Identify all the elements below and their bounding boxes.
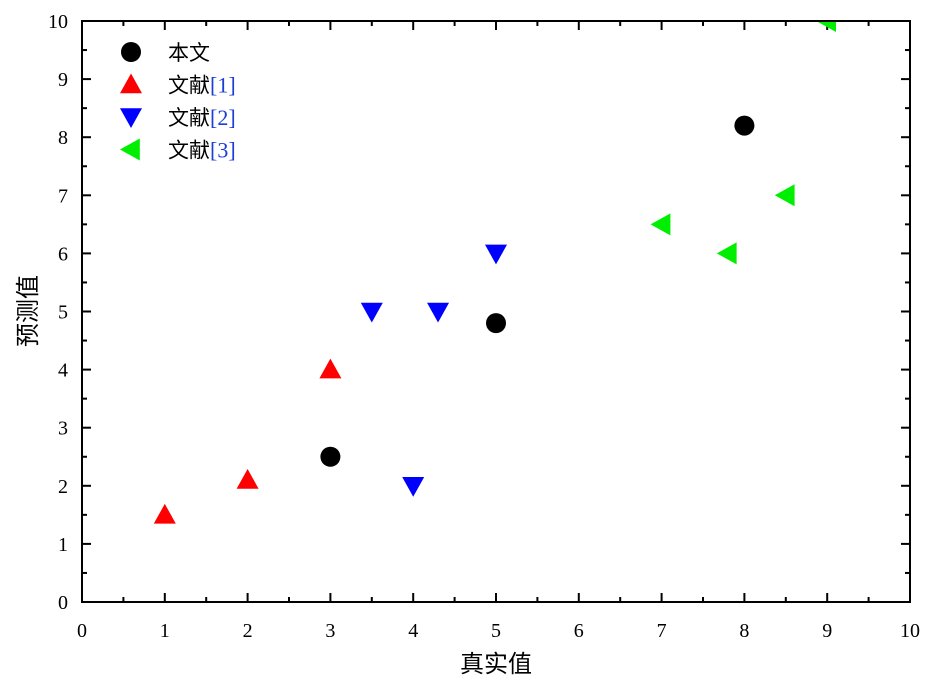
x-tick-label: 9 bbox=[822, 620, 832, 642]
x-tick-label: 7 bbox=[657, 620, 667, 642]
y-tick-label: 1 bbox=[58, 534, 68, 556]
data-points bbox=[153, 21, 836, 524]
data-point bbox=[774, 184, 795, 207]
data-point bbox=[486, 313, 506, 334]
legend-marker bbox=[121, 42, 141, 62]
x-tick-label: 2 bbox=[243, 620, 253, 642]
y-tick-label: 10 bbox=[48, 11, 68, 33]
data-point bbox=[716, 242, 737, 265]
data-point bbox=[320, 446, 341, 467]
y-tick-label: 4 bbox=[58, 360, 68, 382]
legend-label: 文献[2] bbox=[168, 105, 236, 130]
legend-label: 本文 bbox=[168, 41, 210, 65]
y-tick-label: 2 bbox=[58, 476, 68, 498]
y-tick-label: 0 bbox=[58, 592, 68, 614]
x-tick-label: 1 bbox=[160, 620, 170, 642]
legend-marker bbox=[120, 73, 142, 94]
y-tick-label: 8 bbox=[58, 127, 68, 149]
x-axis-title: 真实值 bbox=[460, 650, 532, 678]
data-point bbox=[734, 115, 755, 136]
legend-marker bbox=[120, 138, 140, 161]
y-tick-label: 3 bbox=[58, 418, 68, 440]
legend-marker bbox=[120, 108, 142, 128]
data-point bbox=[236, 468, 259, 489]
legend-label: 文献[3] bbox=[168, 138, 236, 163]
data-point bbox=[153, 503, 176, 524]
y-axis-title: 预测值 bbox=[14, 275, 42, 347]
data-point bbox=[816, 21, 836, 32]
data-point bbox=[402, 477, 425, 497]
legend-label: 文献[1] bbox=[168, 73, 236, 98]
tick-labels: 0 1 2 3 4 5 6 7 8 9 10 0 1 2 3 4 5 6 7 8 9 10 bbox=[48, 11, 920, 642]
x-tick-label: 8 bbox=[739, 620, 749, 642]
y-tick-label: 7 bbox=[58, 185, 68, 207]
x-tick-label: 10 bbox=[900, 620, 920, 642]
x-tick-label: 6 bbox=[574, 620, 584, 642]
data-point bbox=[360, 302, 383, 323]
y-tick-label: 9 bbox=[58, 69, 68, 91]
x-tick-label: 4 bbox=[408, 620, 418, 642]
x-tick-label: 5 bbox=[491, 620, 501, 642]
data-point bbox=[485, 244, 507, 265]
y-tick-label: 5 bbox=[58, 302, 68, 324]
plot-frame bbox=[81, 20, 911, 603]
x-tick-label: 3 bbox=[325, 620, 335, 642]
data-point bbox=[427, 302, 450, 323]
data-point bbox=[319, 358, 342, 379]
data-point bbox=[650, 213, 671, 236]
x-tick-label: 0 bbox=[77, 620, 87, 642]
y-tick-label: 6 bbox=[58, 243, 68, 265]
